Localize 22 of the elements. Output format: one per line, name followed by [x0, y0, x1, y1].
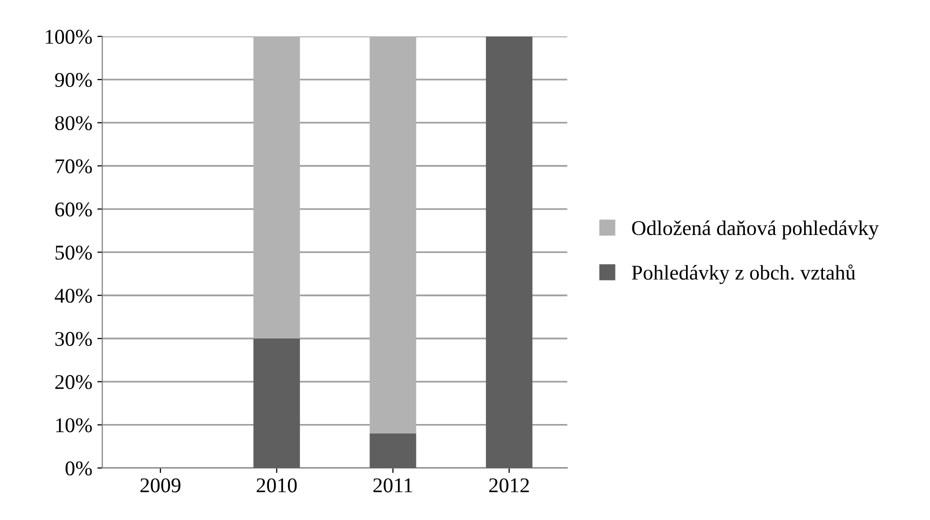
bar [486, 36, 532, 468]
x-tick-label: 2010 [256, 478, 297, 492]
y-tick-label: 70% [56, 159, 92, 174]
y-tick-label: 10% [56, 418, 92, 432]
legend-label: Odložená daňová pohledávky [632, 220, 879, 240]
y-tick-label: 80% [55, 116, 92, 130]
y-tick-label: 100% [46, 30, 92, 44]
x-tick-label: 2009 [140, 478, 180, 492]
y-tick-label: 50% [56, 246, 92, 260]
bar [253, 338, 300, 468]
x-tick-label: 2012 [489, 478, 529, 492]
legend-label: Pohledávky z obch. vztahů [632, 264, 856, 284]
bar [253, 36, 300, 339]
bar [370, 433, 416, 468]
y-tick-label: 0% [66, 461, 92, 476]
y-tick-label: 90% [55, 72, 92, 88]
y-tick-label: 20% [55, 375, 92, 390]
y-tick-label: 30% [55, 332, 92, 346]
x-tick-label: 2011 [373, 478, 412, 492]
bar [370, 36, 416, 434]
y-tick-label: 60% [55, 202, 92, 217]
y-tick-label: 40% [54, 288, 92, 303]
